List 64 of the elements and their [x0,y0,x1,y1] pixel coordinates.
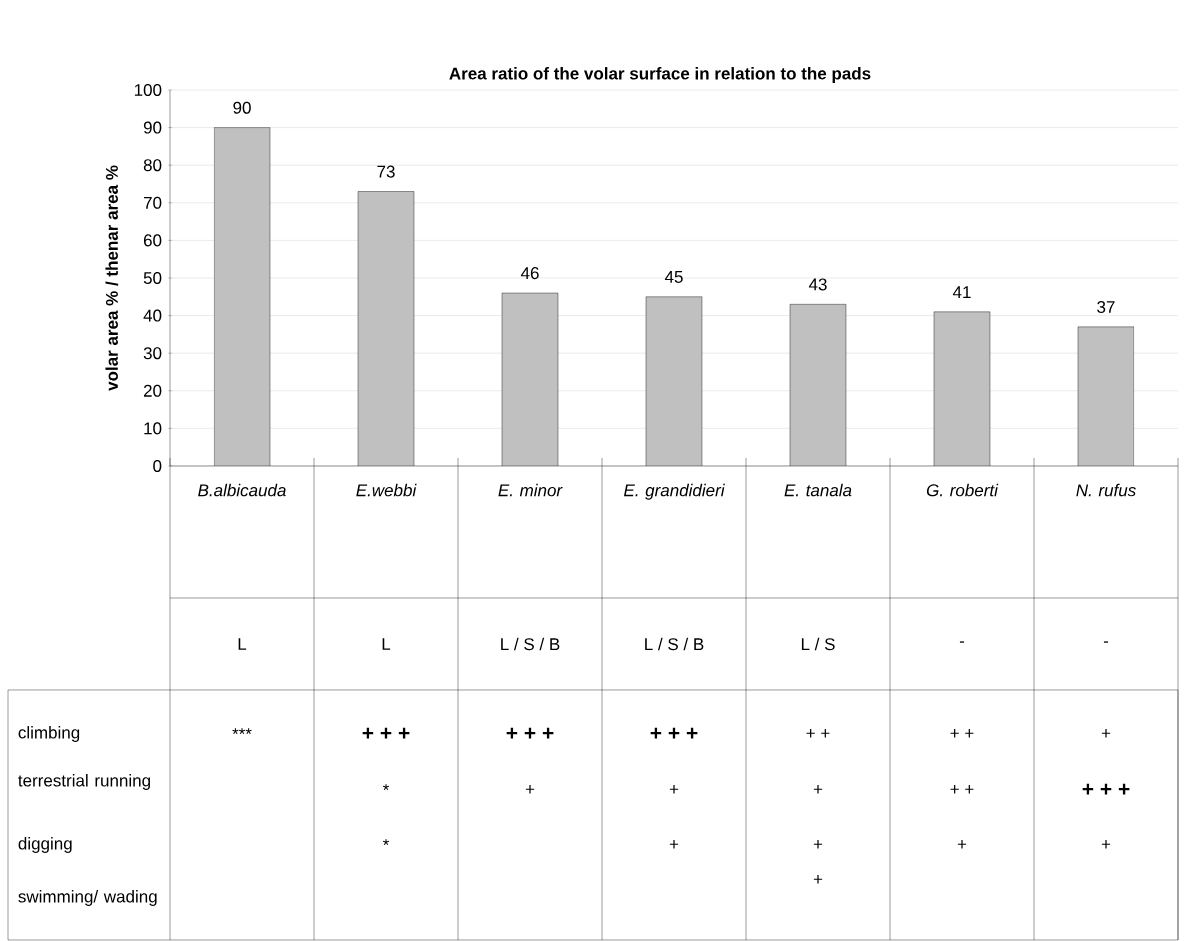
data-label: 45 [664,271,683,283]
bar [790,304,846,466]
chart-title: Area ratio of the volar surface in relation to the pads [449,67,871,83]
bar [1077,326,1135,466]
text: swimming/ wading [18,890,157,906]
text: + + [806,729,830,738]
bar [214,127,271,466]
x-tick-label: E. minor [498,483,563,497]
text: + + + [506,727,554,739]
text: L [382,638,391,650]
bar [358,191,414,466]
y-tick-label: 30 [143,347,162,360]
text: * [382,784,390,791]
y-tick-label: 70 [143,196,162,209]
bar [646,296,702,466]
text: L / S [801,637,835,651]
bar [933,311,990,466]
y-tick-label: 40 [143,309,162,322]
x-tick-label: E. grandidieri [623,483,725,500]
text: + [525,785,535,794]
text: climbing [18,726,80,742]
x-tick-label: G. roberti [926,483,999,497]
text: + [1101,729,1111,738]
bar [502,293,558,466]
x-tick-label: B.albicauda [198,483,286,497]
data-label: 46 [520,267,539,280]
y-tick-label: 100 [134,83,162,97]
text: + [669,840,679,849]
text: + [1101,840,1111,849]
text: + [813,875,823,884]
text: L / S / B [501,637,560,651]
text: + + [950,785,974,794]
x-tick-label: E. tanala [784,483,852,497]
text: + [813,840,823,849]
text: digging [18,837,72,853]
y-tick-label: 60 [143,234,162,247]
y-tick-label: 50 [143,271,162,285]
text: + [669,785,679,794]
text: + + + [1082,783,1130,795]
y-tick-label: 0 [153,459,162,473]
text: - [959,641,965,643]
text: terrestrial running [18,774,150,790]
x-tick-label: E.webbi [356,483,417,497]
y-tick-label: 90 [143,121,162,134]
text: * [382,839,390,846]
y-tick-label: 80 [143,159,162,172]
data-label: 73 [377,165,395,178]
data-label: 41 [952,286,971,298]
text: + [957,840,967,849]
data-label: 37 [1097,300,1115,313]
text: *** [232,728,252,735]
data-label: 43 [808,278,827,291]
y-tick-label: 20 [143,384,162,397]
data-label: 90 [233,101,251,114]
text: - [1103,641,1109,643]
text: + + + [650,727,698,739]
y-tick-label: 10 [144,422,162,435]
text: L [238,638,247,650]
y-axis-title: volar area % / thenar area % [105,165,119,391]
text: L / S / B [645,637,704,651]
text: + + [950,729,974,738]
text: + + + [362,727,410,739]
x-tick-label: N. rufus [1076,483,1136,497]
text: + [813,785,823,794]
